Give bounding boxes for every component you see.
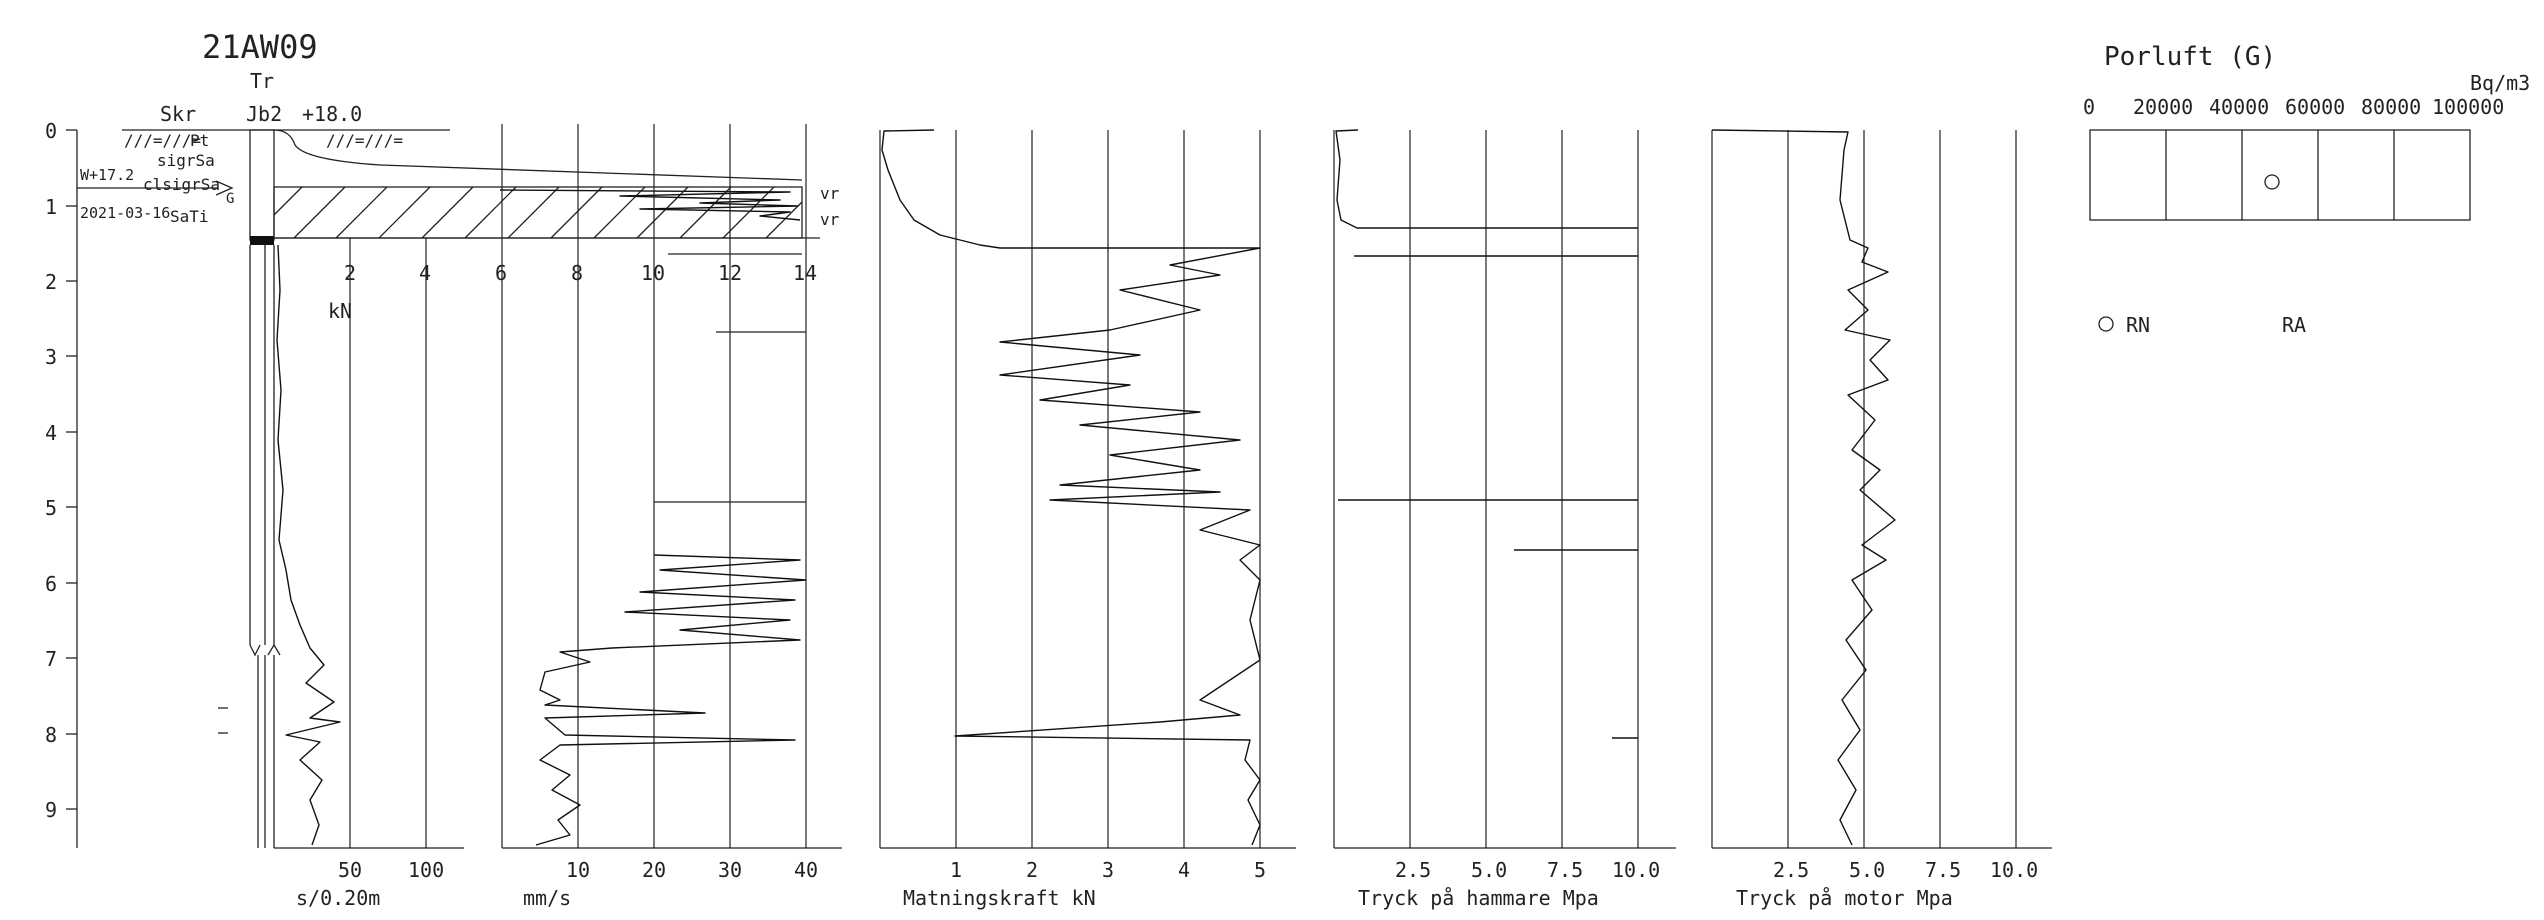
panel-tick: 2.5 bbox=[1395, 858, 1431, 882]
panel-motor: 2.5 5.0 7.5 10.0 Tryck på motor Mpa bbox=[1711, 129, 2052, 910]
soil-layer-label: sigrSa bbox=[157, 151, 215, 170]
kn-unit-label: kN bbox=[328, 299, 352, 323]
depth-tick: 7 bbox=[45, 647, 57, 671]
soil-layer-label: Pt bbox=[190, 131, 209, 150]
panel-tick: 1 bbox=[950, 858, 962, 882]
groundwater-marker: G bbox=[226, 191, 234, 207]
panel-tick: 20 bbox=[642, 858, 666, 882]
panel-tick: 10.0 bbox=[1990, 858, 2038, 882]
vr-label: vr bbox=[820, 210, 840, 229]
depth-tick: 5 bbox=[45, 496, 57, 520]
panel-tick: 4 bbox=[1178, 858, 1190, 882]
porluft-unit: Bq/m3 bbox=[2470, 71, 2530, 95]
panel-tick: 100 bbox=[408, 858, 444, 882]
tr-label: Tr bbox=[250, 69, 274, 93]
water-level-label: W+17.2 bbox=[80, 166, 134, 184]
panel-matning: 1 2 3 4 5 Matningskraft kN bbox=[879, 129, 1296, 910]
panel-tick: 10 bbox=[566, 858, 590, 882]
depth-tick: 2 bbox=[45, 270, 57, 294]
soil-column: ///=///= ///=///= Pt sigrSa clsigrSa SaT… bbox=[77, 129, 450, 848]
depth-tick: 3 bbox=[45, 345, 57, 369]
panel-label: s/0.20m bbox=[296, 886, 380, 910]
borehole-id: 21AW09 bbox=[202, 28, 318, 66]
panel-tick: 2 bbox=[1026, 858, 1038, 882]
kn-tick: 4 bbox=[419, 261, 431, 285]
torque-band: vr vr 2 4 6 8 10 12 14 kN bbox=[273, 129, 840, 323]
kn-tick: 14 bbox=[793, 261, 817, 285]
panel-label: Matningskraft kN bbox=[903, 886, 1096, 910]
panel-tick: 10.0 bbox=[1612, 858, 1660, 882]
panel-tick: 50 bbox=[338, 858, 362, 882]
stop-marker bbox=[250, 236, 274, 245]
water-date-label: 2021-03-16 bbox=[80, 204, 170, 222]
depth-axis: 0 1 2 3 4 5 6 7 8 9 bbox=[45, 119, 78, 848]
hatch-symbol: ///=///= bbox=[326, 131, 403, 150]
skr-label: Skr bbox=[160, 102, 196, 126]
jb-label: Jb2 bbox=[246, 102, 282, 126]
porluft-tick: 40000 bbox=[2209, 95, 2269, 119]
porluft-tick: 0 bbox=[2083, 95, 2095, 119]
soil-layer-label: clsigrSa bbox=[143, 175, 220, 194]
porluft-tick: 60000 bbox=[2285, 95, 2345, 119]
depth-tick: 1 bbox=[45, 195, 57, 219]
porluft-panel: Porluft (G) Bq/m3 0 20000 40000 60000 80… bbox=[2083, 42, 2530, 337]
panel-tick: 7.5 bbox=[1547, 858, 1583, 882]
panel-mms: 10 20 30 40 mm/s bbox=[501, 124, 842, 910]
rn-legend-symbol bbox=[2098, 316, 2114, 332]
kn-tick: 10 bbox=[641, 261, 665, 285]
depth-tick: 6 bbox=[45, 572, 57, 596]
rn-data-point bbox=[2264, 174, 2280, 190]
depth-tick: 4 bbox=[45, 421, 57, 445]
panel-label: Tryck på hammare Mpa bbox=[1358, 886, 1599, 910]
vr-label: vr bbox=[820, 184, 840, 203]
panel-label: Tryck på motor Mpa bbox=[1736, 886, 1953, 910]
depth-tick: 8 bbox=[45, 723, 57, 747]
soil-column-box bbox=[249, 129, 275, 241]
panel-tick: 5.0 bbox=[1471, 858, 1507, 882]
panel-label: mm/s bbox=[523, 886, 571, 910]
panel-hammare: 2.5 5.0 7.5 10.0 Tryck på hammare Mpa bbox=[1333, 129, 1676, 910]
depth-tick: 0 bbox=[45, 119, 57, 143]
porluft-tick: 20000 bbox=[2133, 95, 2193, 119]
panel-tick: 2.5 bbox=[1773, 858, 1809, 882]
ra-legend-label: RA bbox=[2282, 313, 2306, 337]
porluft-title: Porluft (G) bbox=[2104, 42, 2276, 72]
panel-tick: 30 bbox=[718, 858, 742, 882]
panel-tick: 7.5 bbox=[1925, 858, 1961, 882]
panel-tick: 5 bbox=[1254, 858, 1266, 882]
hatch-symbol: ///=///= bbox=[124, 131, 201, 150]
rn-legend-label: RN bbox=[2126, 313, 2150, 337]
kn-tick: 8 bbox=[571, 261, 583, 285]
kn-tick: 6 bbox=[495, 261, 507, 285]
soil-layer-label: SaTi bbox=[170, 207, 209, 226]
panel-tick: 40 bbox=[794, 858, 818, 882]
panel-s020: 50 100 s/0.20m bbox=[274, 238, 464, 910]
depth-tick: 9 bbox=[45, 798, 57, 822]
panel-tick: 3 bbox=[1102, 858, 1114, 882]
porluft-tick: 100000 bbox=[2432, 95, 2504, 119]
porluft-tick: 80000 bbox=[2361, 95, 2421, 119]
panel-tick: 5.0 bbox=[1849, 858, 1885, 882]
elevation-label: +18.0 bbox=[302, 102, 362, 126]
